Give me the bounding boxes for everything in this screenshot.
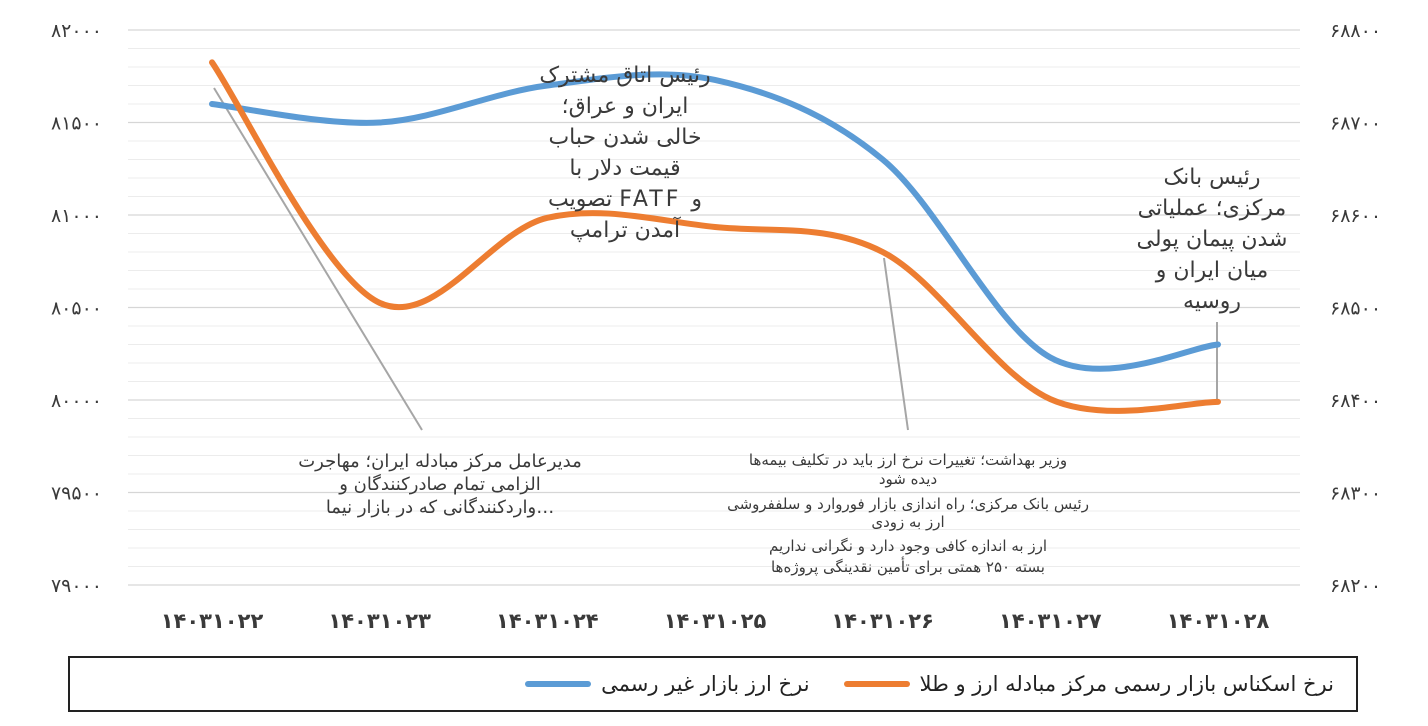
left-axis-tick-label: ۸۰۵۰۰ [51,298,102,320]
left-axis-tick-label: ۸۱۵۰۰ [51,113,102,135]
annotation-top-right-line: روسیه [1183,289,1241,314]
legend-label-official: نرخ اسکناس بازار رسمی مرکز مبادله ارز و … [919,672,1334,696]
legend-swatch-unofficial [525,681,592,687]
legend-item-official: نرخ اسکناس بازار رسمی مرکز مبادله ارز و … [843,672,1334,696]
right-axis-tick-label: ۶۸۶۰۰ [1330,205,1381,227]
annotation-top-right-line: میان ایران و [1155,258,1269,283]
annotation-bottom-right-line: ارز به زودی [871,513,944,531]
right-axis-tick-label: ۶۸۸۰۰ [1330,20,1381,42]
left-axis-tick-label: ۸۲۰۰۰ [51,20,102,42]
annotation-top-middle-line: خالی شدن حباب [548,125,701,150]
annotation-bottom-left-line: الزامی تمام صادرکنندگان و [338,473,541,495]
left-axis-tick-label: ۸۱۰۰۰ [51,205,102,227]
annotation-top-right-line: مرکزی؛ عملیاتی [1138,196,1287,221]
annotation-top-right-line: رئیس بانک [1163,165,1260,190]
right-axis-tick-label: ۶۸۴۰۰ [1330,390,1381,412]
right-axis-tick-label: ۶۸۷۰۰ [1330,113,1381,135]
annotation-top-middle-line: ایران و عراق؛ [562,94,689,119]
x-axis-tick-label: ۱۴۰۳۱۰۲۵ [664,609,767,633]
x-axis-tick-label: ۱۴۰۳۱۰۲۶ [831,609,934,633]
series-line-official [209,59,1221,414]
right-axis-tick-label: ۶۸۵۰۰ [1330,298,1381,320]
x-axis-tick-label: ۱۴۰۳۱۰۲۲ [161,609,264,633]
x-axis-tick-label: ۱۴۰۳۱۰۲۳ [328,609,431,633]
x-axis-tick-label: ۱۴۰۳۱۰۲۷ [999,609,1102,633]
right-axis-tick-label: ۶۸۲۰۰ [1330,575,1381,597]
annotation-top-right-line: شدن پیمان پولی [1137,227,1288,252]
annotation-top-middle-line: قیمت دلار با [569,156,680,181]
annotation-leader-line [213,87,423,431]
left-axis-tick-label: ۷۹۵۰۰ [51,483,102,505]
chart-svg: ۷۹۰۰۰ ۷۹۵۰۰ ۸۰۰۰۰ ۸۰۵۰۰ ۸۱۰۰۰ ۸۱۵۰۰ ۸۲۰۰۰ ۶۸۲۰۰… [51,20,1381,633]
legend: نرخ اسکناس بازار رسمی مرکز مبادله ارز و … [68,656,1358,712]
legend-label-unofficial: نرخ ارز بازار غیر رسمی [601,672,810,696]
annotation-top-middle-line: آمدن ترامپ [570,216,681,243]
annotation-top-middle-line: رئیس اتاق مشترک [539,63,710,88]
x-axis-tick-label: ۱۴۰۳۱۰۲۴ [496,609,599,633]
annotation-leader-line [883,257,909,431]
annotation-bottom-right-line: وزیر بهداشت؛ تغییرات نرخ ارز باید در تکل… [749,451,1067,469]
left-axis-tick-label: ۸۰۰۰۰ [51,390,102,412]
annotation-top-middle-line: تصویب FATF و [548,187,702,212]
legend-item-unofficial: نرخ ارز بازار غیر رسمی [525,672,809,696]
annotation-bottom-right-line: دیده شود [879,470,937,488]
x-axis-tick-label: ۱۴۰۳۱۰۲۸ [1167,609,1270,633]
annotation-bottom-left-line: مدیرعامل مرکز مبادله ایران؛ مهاجرت [298,451,582,472]
series-line-unofficial [209,71,1221,372]
annotation-bottom-right-line: بسته ۲۵۰ همتی برای تأمین نقدینگی پروژه‌ه… [771,556,1045,577]
legend-swatch-official [843,681,910,687]
annotation-bottom-right-line: ارز به اندازه کافی وجود دارد و نگرانی ند… [769,537,1047,555]
right-axis-tick-label: ۶۸۳۰۰ [1330,483,1381,505]
annotation-bottom-right-line: رئیس بانک مرکزی؛ راه اندازی بازار فوروار… [727,495,1089,513]
annotation-bottom-left-line: واردکنندگانی که در بازار نیما… [326,496,554,518]
left-axis-tick-label: ۷۹۰۰۰ [51,575,102,597]
